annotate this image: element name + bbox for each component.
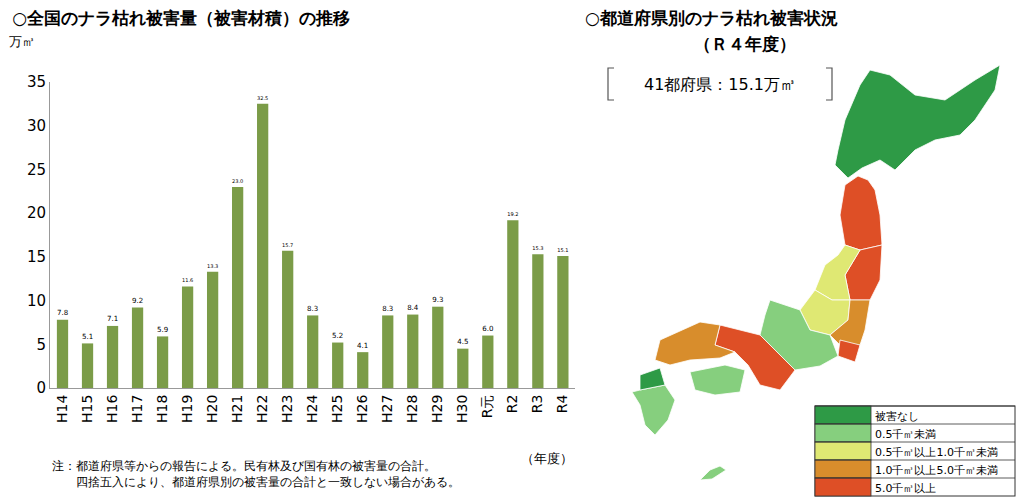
svg-text:0.5千㎥未満: 0.5千㎥未満: [875, 428, 937, 441]
svg-text:5: 5: [36, 336, 46, 354]
svg-text:5.1: 5.1: [82, 332, 93, 341]
svg-text:H18: H18: [154, 395, 170, 423]
svg-text:25: 25: [27, 161, 46, 179]
svg-text:0.5千㎥以上1.0千㎥未満: 0.5千㎥以上1.0千㎥未満: [875, 446, 998, 459]
svg-text:H21: H21: [229, 395, 245, 423]
svg-text:万㎥: 万㎥: [9, 34, 35, 49]
svg-text:○都道府県別のナラ枯れ被害状況: ○都道府県別のナラ枯れ被害状況: [585, 8, 838, 28]
svg-text:8.3: 8.3: [382, 304, 393, 313]
svg-text:35: 35: [27, 73, 46, 91]
svg-text:R4: R4: [554, 395, 570, 414]
svg-text:（Ｒ４年度）: （Ｒ４年度）: [694, 34, 796, 54]
svg-text:15.1: 15.1: [557, 247, 568, 253]
svg-text:5.0千㎥以上: 5.0千㎥以上: [875, 482, 937, 495]
svg-text:H16: H16: [104, 395, 120, 423]
svg-text:1.0千㎥以上5.0千㎥未満: 1.0千㎥以上5.0千㎥未満: [875, 464, 998, 477]
svg-text:41都府県：15.1万㎥: 41都府県：15.1万㎥: [644, 75, 796, 94]
svg-text:○全国のナラ枯れ被害量（被害材積）の推移: ○全国のナラ枯れ被害量（被害材積）の推移: [12, 8, 350, 28]
svg-text:H14: H14: [54, 395, 70, 423]
svg-text:15: 15: [27, 248, 46, 266]
svg-text:5.9: 5.9: [157, 325, 168, 334]
svg-text:7.8: 7.8: [57, 308, 69, 317]
svg-text:13.3: 13.3: [207, 263, 218, 269]
svg-text:H22: H22: [254, 395, 270, 423]
svg-text:19.2: 19.2: [507, 211, 518, 217]
svg-text:被害なし: 被害なし: [875, 410, 919, 423]
svg-text:H30: H30: [454, 395, 470, 423]
svg-text:10: 10: [27, 292, 46, 310]
svg-text:H28: H28: [404, 395, 420, 423]
svg-text:9.2: 9.2: [132, 296, 143, 305]
svg-text:8.3: 8.3: [307, 304, 318, 313]
svg-text:4.1: 4.1: [357, 341, 368, 350]
svg-text:H27: H27: [379, 395, 395, 423]
svg-text:15.3: 15.3: [532, 245, 543, 251]
svg-text:H15: H15: [79, 395, 95, 423]
svg-text:20: 20: [27, 204, 46, 222]
svg-text:R3: R3: [529, 395, 545, 414]
svg-text:（年度）: （年度）: [521, 451, 573, 466]
svg-text:H26: H26: [354, 395, 370, 423]
svg-text:H17: H17: [129, 395, 145, 423]
svg-text:H19: H19: [179, 395, 195, 423]
svg-text:15.7: 15.7: [282, 242, 293, 248]
svg-text:0: 0: [36, 379, 46, 397]
svg-text:11.6: 11.6: [182, 277, 193, 283]
svg-text:8.4: 8.4: [407, 303, 419, 312]
svg-text:5.2: 5.2: [332, 331, 343, 340]
svg-text:H23: H23: [279, 395, 295, 423]
svg-text:30: 30: [27, 117, 46, 135]
svg-text:4.5: 4.5: [457, 337, 468, 346]
svg-text:注：都道府県等からの報告による。民有林及び国有林の被害量の合: 注：都道府県等からの報告による。民有林及び国有林の被害量の合計。 四捨五入により…: [52, 459, 460, 489]
svg-text:H24: H24: [304, 395, 320, 423]
svg-text:6.0: 6.0: [482, 324, 494, 333]
svg-text:H25: H25: [329, 395, 345, 423]
svg-text:23.0: 23.0: [232, 178, 243, 184]
svg-text:H20: H20: [204, 395, 220, 423]
svg-text:32.5: 32.5: [257, 95, 268, 101]
svg-text:9.3: 9.3: [432, 295, 443, 304]
svg-text:R元: R元: [479, 395, 495, 419]
svg-text:7.1: 7.1: [107, 314, 118, 323]
svg-text:R2: R2: [504, 395, 520, 414]
svg-text:H29: H29: [429, 395, 445, 423]
